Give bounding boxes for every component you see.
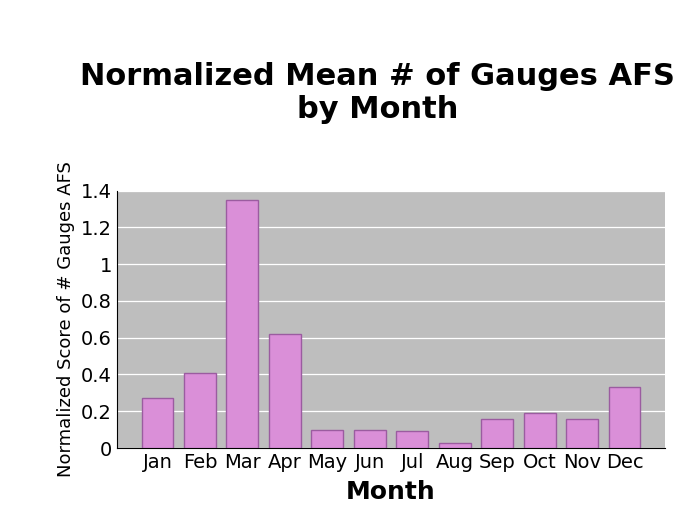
- Bar: [439, 442, 471, 448]
- Bar: [141, 399, 174, 448]
- Bar: [397, 432, 428, 448]
- Bar: [226, 200, 259, 448]
- Bar: [184, 373, 216, 448]
- Bar: [523, 413, 556, 448]
- Text: Normalized Mean # of Gauges AFS
by Month: Normalized Mean # of Gauges AFS by Month: [80, 62, 675, 125]
- Bar: [269, 334, 300, 448]
- Bar: [354, 430, 386, 448]
- Bar: [566, 419, 598, 448]
- X-axis label: Month: Month: [346, 480, 436, 504]
- Y-axis label: Normalized Score of # Gauges AFS: Normalized Score of # Gauges AFS: [57, 161, 75, 477]
- Bar: [482, 419, 513, 448]
- Bar: [608, 387, 641, 448]
- Bar: [311, 430, 343, 448]
